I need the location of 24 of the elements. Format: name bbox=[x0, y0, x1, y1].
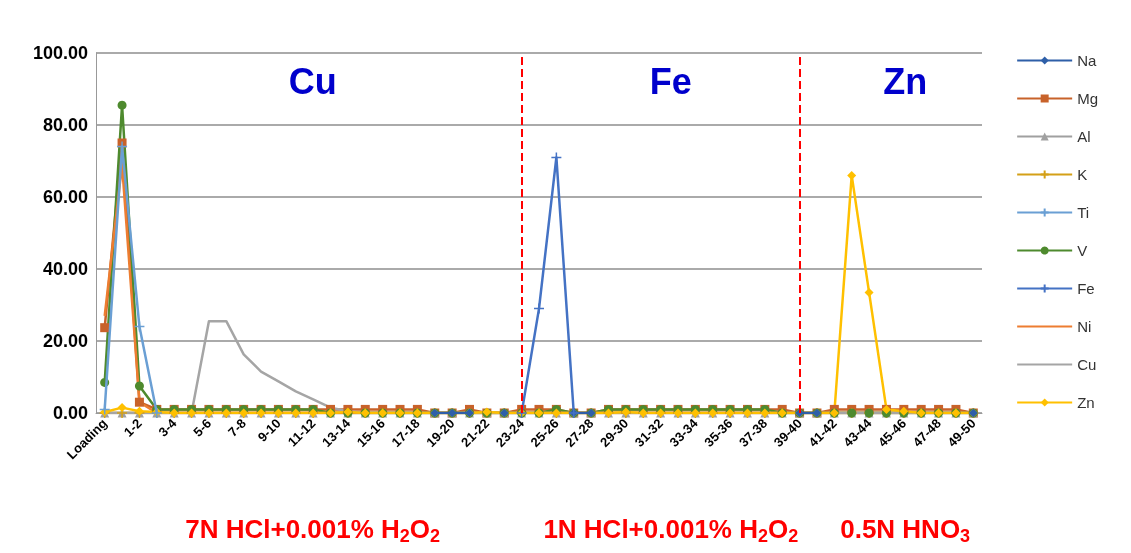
legend-label: Zn bbox=[1077, 394, 1095, 411]
y-tick-label: 60.00 bbox=[42, 187, 88, 207]
y-tick-label: 100.00 bbox=[32, 43, 88, 63]
legend-label: Fe bbox=[1077, 280, 1095, 297]
legend-label: K bbox=[1077, 166, 1088, 183]
y-tick-label: 80.00 bbox=[42, 115, 88, 135]
annotation: Fe bbox=[649, 60, 692, 102]
legend-label: Mg bbox=[1077, 90, 1099, 107]
legend-label: Na bbox=[1077, 52, 1097, 69]
legend-label: V bbox=[1077, 242, 1088, 259]
x-tick-label: 3-4 bbox=[155, 415, 181, 440]
y-tick-label: 20.00 bbox=[42, 331, 88, 351]
legend-label: Ti bbox=[1077, 204, 1090, 221]
x-tick-label: 7-8 bbox=[225, 415, 249, 440]
y-tick-label: 40.00 bbox=[42, 259, 88, 279]
annotation: Zn bbox=[883, 60, 928, 102]
y-tick-label: 0.00 bbox=[52, 403, 88, 423]
x-tick-label: 5-6 bbox=[190, 415, 215, 440]
x-tick-label: 9-10 bbox=[254, 415, 284, 445]
x-tick-label: 1-2 bbox=[120, 415, 145, 440]
legend-label: Al bbox=[1077, 128, 1091, 145]
legend-label: Cu bbox=[1077, 356, 1097, 373]
annotation: Cu bbox=[288, 60, 337, 102]
legend-label: Ni bbox=[1077, 318, 1092, 335]
